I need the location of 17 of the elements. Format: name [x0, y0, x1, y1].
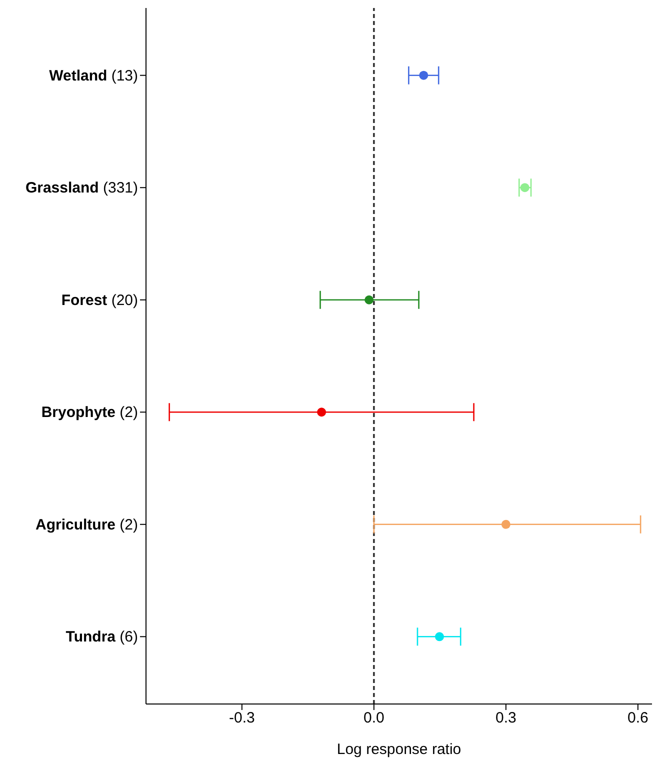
point — [501, 520, 510, 529]
x-tick-label: 0.6 — [627, 710, 648, 727]
x-tick-label: 0.3 — [495, 710, 516, 727]
y-tick-label: Bryophyte (2) — [41, 404, 138, 422]
y-tick-label: Tundra (6) — [66, 628, 138, 646]
point — [520, 183, 530, 192]
x-tick-label: -0.3 — [228, 710, 255, 727]
y-tick-label: Wetland (13) — [49, 67, 138, 84]
point — [434, 632, 444, 642]
point — [364, 295, 374, 304]
x-tick-label: 0.0 — [363, 710, 384, 727]
y-tick-label: Forest (20) — [61, 292, 138, 309]
y-tick-label: Grassland (331) — [25, 180, 138, 197]
y-tick-label: Agriculture (2) — [35, 516, 138, 534]
point — [419, 70, 428, 80]
point — [317, 408, 326, 417]
x-axis-title: Log response ratio — [336, 741, 462, 758]
